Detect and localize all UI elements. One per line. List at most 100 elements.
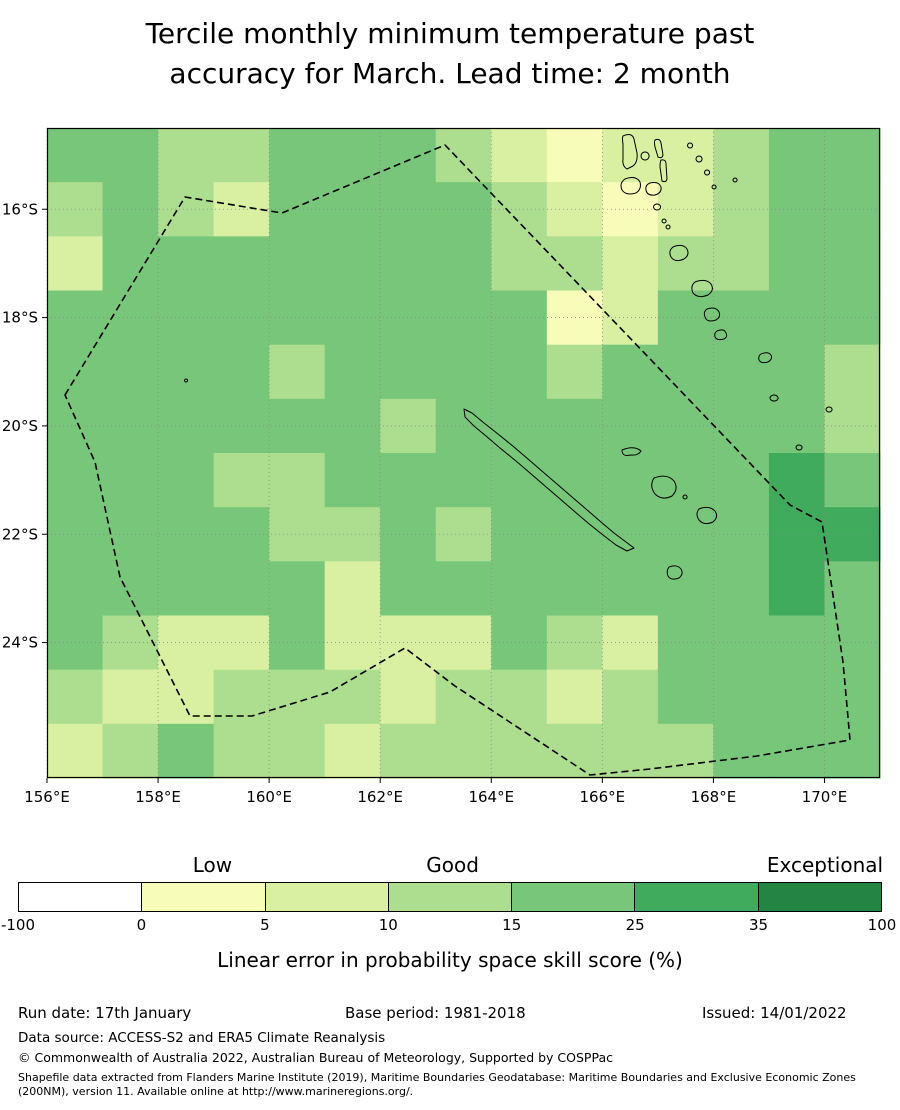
heatmap-cell <box>546 182 603 237</box>
heatmap-cell <box>602 561 659 617</box>
heatmap-cell <box>380 398 437 454</box>
heatmap-cell <box>269 453 326 508</box>
heatmap-cell <box>213 723 270 779</box>
heatmap-cell <box>602 669 659 725</box>
colorbar-segment <box>758 883 881 911</box>
heatmap-cell <box>824 344 881 400</box>
colorbar-caption: Linear error in probability space skill … <box>217 948 683 972</box>
heatmap-cell <box>102 182 159 237</box>
heatmap-cell <box>768 344 826 400</box>
heatmap-cell <box>324 561 381 617</box>
heatmap-cell <box>213 128 270 183</box>
heatmap-cell <box>269 507 326 562</box>
colorbar-category-labels: Low Good Exceptional <box>18 853 884 882</box>
heatmap-cell <box>269 615 326 671</box>
heatmap-cell <box>102 669 159 725</box>
heatmap-cell <box>380 669 437 725</box>
heatmap-cell <box>102 561 159 617</box>
colorbar-tick-label: 5 <box>260 916 270 934</box>
heatmap-grid <box>47 128 881 779</box>
heatmap-cell <box>768 669 826 725</box>
heatmap-cell <box>269 344 326 400</box>
heatmap-cell <box>713 398 770 454</box>
base-period: Base period: 1981-2018 <box>345 1004 526 1022</box>
heatmap-cell <box>657 453 714 508</box>
heatmap-cell <box>602 182 659 237</box>
colorbar-category-label: Exceptional <box>766 853 884 877</box>
heatmap-cell <box>824 453 881 508</box>
heatmap-cell <box>47 723 104 779</box>
heatmap-cell <box>380 344 437 400</box>
heatmap-cell <box>546 453 603 508</box>
heatmap-cell <box>824 561 881 617</box>
shapefile-note: Shapefile data extracted from Flanders M… <box>18 1071 856 1098</box>
colorbar-bar <box>18 882 882 912</box>
heatmap-cell <box>102 723 159 779</box>
colorbar-tick-labels: -100 0 5 10 15 25 35 100 <box>1 916 896 938</box>
heatmap-cell <box>213 344 270 400</box>
data-source: Data source: ACCESS-S2 and ERA5 Climate … <box>18 1030 386 1046</box>
heatmap-cell <box>102 615 159 671</box>
footer-meta-row: Run date: 17th January Base period: 1981… <box>18 1004 884 1028</box>
heatmap-cell <box>158 128 215 183</box>
x-tick-label: 156°E <box>24 788 70 806</box>
heatmap-cell <box>546 398 603 454</box>
heatmap-cell <box>435 344 492 400</box>
colorbar-segment <box>635 883 759 911</box>
heatmap-cell <box>158 561 215 617</box>
heatmap-cell <box>269 236 326 292</box>
colorbar-tick-label: -100 <box>0 916 36 934</box>
heatmap-cell <box>324 290 381 346</box>
heatmap-cell <box>158 236 215 292</box>
heatmap-cell <box>657 723 714 779</box>
colorbar-tick-label: 15 <box>502 916 522 934</box>
heatmap-cell <box>213 561 270 617</box>
heatmap-cell <box>435 453 492 508</box>
heatmap-cell <box>546 236 603 292</box>
heatmap-cell <box>602 723 659 779</box>
heatmap-cell <box>602 128 659 183</box>
heatmap-cell <box>435 236 492 292</box>
heatmap-cell <box>324 507 381 562</box>
heatmap-cell <box>713 561 770 617</box>
heatmap-cell <box>213 290 270 346</box>
heatmap-cell <box>269 128 326 183</box>
colorbar: Low Good Exceptional -100 0 5 10 15 25 35 100 Lin… <box>1 853 896 972</box>
heatmap-cell <box>435 128 492 183</box>
heatmap-cell <box>713 128 770 183</box>
heatmap-cell <box>324 344 381 400</box>
heatmap-cell <box>102 344 159 400</box>
heatmap-cell <box>602 236 659 292</box>
colorbar-category-label: Good <box>426 853 479 877</box>
heatmap-cell <box>324 453 381 508</box>
y-tick-label: 22°S <box>2 525 38 543</box>
axis-labels: 156°E 158°E 160°E 162°E 164°E 166°E 168°E 170°E… <box>2 200 847 806</box>
heatmap-cell <box>269 182 326 237</box>
heatmap-cell <box>491 128 548 183</box>
heatmap-cell <box>213 236 270 292</box>
heatmap-cell <box>824 290 881 346</box>
map-plot: 156°E 158°E 160°E 162°E 164°E 166°E 168°E 170°E… <box>2 127 881 806</box>
heatmap-cell <box>158 182 215 237</box>
heatmap-cell <box>380 128 437 183</box>
heatmap-cell <box>269 398 326 454</box>
heatmap-cell <box>768 182 826 237</box>
heatmap-cell <box>102 398 159 454</box>
heatmap-cell <box>602 290 659 346</box>
heatmap-cell <box>213 453 270 508</box>
heatmap-cell <box>546 128 603 183</box>
heatmap-cell <box>491 236 548 292</box>
figure-title-line2: accuracy for March. Lead time: 2 month <box>169 57 731 90</box>
heatmap-cell <box>657 398 714 454</box>
heatmap-cell <box>380 723 437 779</box>
heatmap-cell <box>713 669 770 725</box>
heatmap-cell <box>546 344 603 400</box>
heatmap-cell <box>380 290 437 346</box>
heatmap-cell <box>657 669 714 725</box>
island-coastlines <box>184 134 833 580</box>
colorbar-tick-label: 35 <box>749 916 769 934</box>
heatmap-cell <box>491 344 548 400</box>
colorbar-segment <box>265 883 389 911</box>
axis-ticks <box>42 208 825 783</box>
heatmap-cell <box>158 398 215 454</box>
